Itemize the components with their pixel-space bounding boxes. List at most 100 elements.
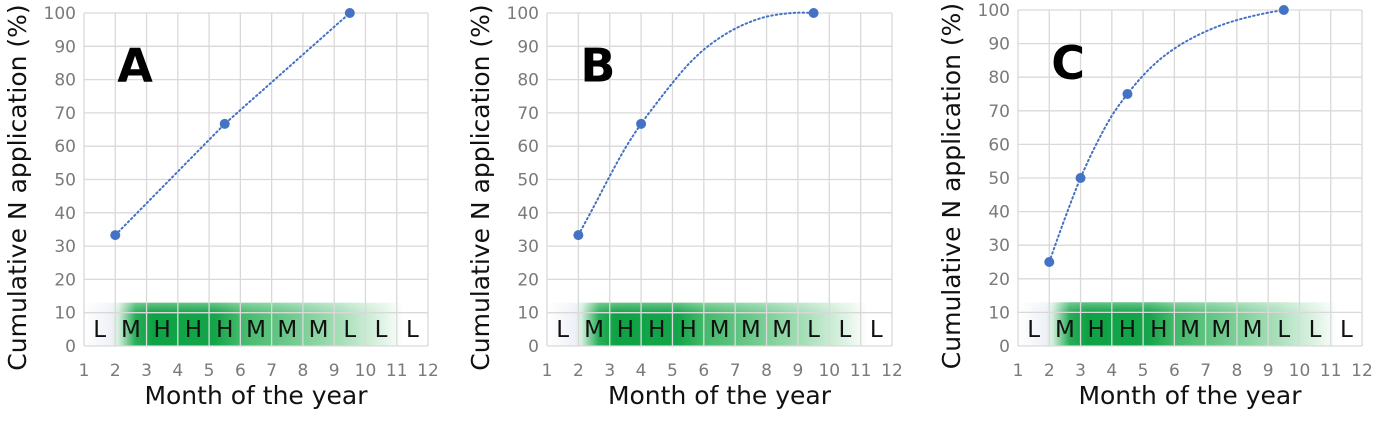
panel-letter: C <box>1051 36 1085 90</box>
y-tick-label: 60 <box>54 137 76 157</box>
x-tick-label: 9 <box>1263 361 1274 381</box>
band-label: L <box>1277 317 1290 343</box>
x-tick-label: 12 <box>1351 361 1373 381</box>
x-tick-label: 6 <box>698 361 709 381</box>
x-tick-label: 6 <box>235 361 246 381</box>
x-tick-label: 8 <box>1231 361 1242 381</box>
data-point <box>219 118 230 129</box>
x-tick-label: 9 <box>792 361 803 381</box>
band-label: M <box>1243 317 1263 343</box>
x-tick-label: 2 <box>573 361 584 381</box>
y-axis-title: Cumulative N application (%) <box>937 3 966 369</box>
data-point <box>110 230 121 241</box>
data-point <box>1075 173 1086 183</box>
y-tick-label: 10 <box>988 303 1010 323</box>
band-label: M <box>772 317 792 343</box>
x-tick-label: 3 <box>1075 361 1086 381</box>
x-axis-title: Month of the year <box>144 381 368 410</box>
band-label: M <box>277 317 297 343</box>
band-label: M <box>1211 317 1231 343</box>
x-tick-label: 3 <box>604 361 615 381</box>
x-tick-label: 3 <box>141 361 152 381</box>
x-axis-title: Month of the year <box>608 381 832 410</box>
band-label: M <box>1180 317 1200 343</box>
band-label: L <box>406 317 419 343</box>
band-label: H <box>216 317 233 343</box>
band-label: L <box>1027 317 1040 343</box>
x-tick-label: 12 <box>417 361 439 381</box>
band-label: L <box>1309 317 1322 343</box>
y-tick-label: 90 <box>54 37 76 57</box>
x-tick-label: 7 <box>266 361 277 381</box>
trendline <box>1048 9 1285 263</box>
x-tick-label: 2 <box>1044 361 1055 381</box>
x-tick-label: 5 <box>1138 361 1149 381</box>
band-label: M <box>710 317 730 343</box>
y-axis-title: Cumulative N application (%) <box>3 4 32 370</box>
y-tick-label: 100 <box>978 1 1010 21</box>
y-tick-label: 90 <box>517 37 539 57</box>
y-tick-label: 90 <box>988 35 1010 55</box>
x-tick-label: 4 <box>172 361 183 381</box>
x-axis-title: Month of the year <box>1078 381 1302 410</box>
trendline <box>114 12 351 237</box>
data-point <box>344 8 355 18</box>
band-label: H <box>1119 317 1136 343</box>
band-label: M <box>246 317 266 343</box>
chart-panel-c: L M H H H M M M L L L 0 10 20 30 40 50 60 70 80 90 100 1 2 3 4 5 6 7… <box>930 0 1380 422</box>
band-label: M <box>309 317 329 343</box>
y-tick-label: 30 <box>54 237 76 257</box>
y-tick-label: 50 <box>517 171 539 191</box>
y-tick-label: 0 <box>65 337 76 357</box>
y-tick-label: 20 <box>988 270 1010 290</box>
chart-panel-b: L M H H H M M M L L L 0 10 20 30 40 50 60 70 80 90 100 1 2 3 4 5 6 7… <box>463 0 923 422</box>
y-tick-label: 80 <box>54 71 76 91</box>
y-tick-label: 100 <box>507 4 539 24</box>
band-label: M <box>1055 317 1075 343</box>
x-tick-label: 7 <box>1200 361 1211 381</box>
y-tick-label: 70 <box>54 104 76 124</box>
grid <box>546 12 893 347</box>
y-tick-label: 70 <box>517 104 539 124</box>
x-tick-label: 11 <box>1320 361 1342 381</box>
y-tick-label: 80 <box>517 71 539 91</box>
data-point <box>808 8 819 18</box>
band-label: L <box>343 317 356 343</box>
y-tick-label: 60 <box>988 135 1010 155</box>
x-tick-label: 12 <box>881 361 903 381</box>
x-tick-label: 5 <box>204 361 215 381</box>
band-label: H <box>154 317 171 343</box>
band-label: H <box>648 317 665 343</box>
y-tick-label: 80 <box>988 68 1010 88</box>
band-label: M <box>121 317 141 343</box>
data-point <box>573 230 584 241</box>
y-tick-label: 10 <box>517 304 539 324</box>
y-tick-label: 60 <box>517 137 539 157</box>
data-point <box>636 118 647 129</box>
y-tick-label: 40 <box>517 204 539 224</box>
y-tick-label: 10 <box>54 304 76 324</box>
band-label: H <box>1150 317 1167 343</box>
band-label: L <box>807 317 820 343</box>
band-label: L <box>556 317 569 343</box>
y-tick-label: 50 <box>54 171 76 191</box>
x-tick-label: 10 <box>1289 361 1311 381</box>
panel-letter: B <box>580 39 615 93</box>
y-tick-label: 50 <box>988 169 1010 189</box>
x-tick-label: 8 <box>761 361 772 381</box>
band-label: H <box>617 317 634 343</box>
x-tick-label: 8 <box>297 361 308 381</box>
y-tick-label: 20 <box>517 270 539 290</box>
y-tick-label: 30 <box>517 237 539 257</box>
band-label: M <box>741 317 761 343</box>
chart-panel-a: L M H H H M M M L L L 0 10 20 30 40 50 60 70 80 90 100 1 2 3 4 5 6 7… <box>0 0 460 422</box>
band-label: H <box>679 317 696 343</box>
band-label: L <box>839 317 852 343</box>
y-tick-label: 70 <box>988 102 1010 122</box>
band-label: L <box>870 317 883 343</box>
y-tick-label: 100 <box>44 4 76 24</box>
x-tick-label: 11 <box>386 361 408 381</box>
